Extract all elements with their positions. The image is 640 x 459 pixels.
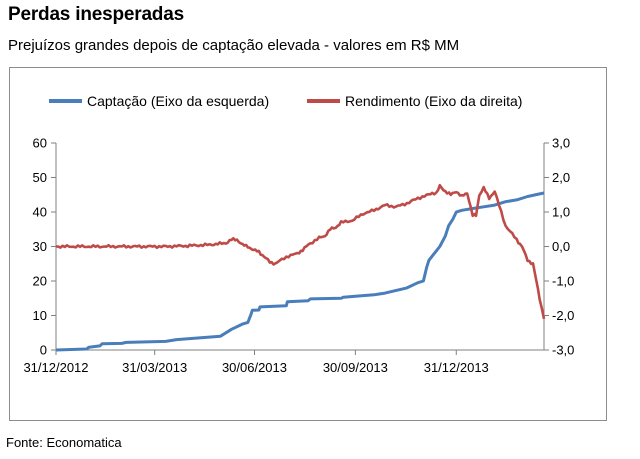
page-subtitle: Prejuízos grandes depois de captação ele… <box>8 37 460 54</box>
series-line-rendimento <box>55 183 546 320</box>
left-tick-label: 50 <box>33 170 47 185</box>
right-tick-label: -2,0 <box>552 308 574 323</box>
left-tick-label: 40 <box>33 205 47 220</box>
x-tick-label: 30/06/2013 <box>222 360 287 375</box>
legend-label-captacao: Captação (Eixo da esquerda) <box>87 93 269 109</box>
legend-label-rendimento: Rendimento (Eixo da direita) <box>345 93 522 109</box>
x-tick-label: 31/03/2013 <box>122 360 187 375</box>
right-tick-label: 0,0 <box>552 239 570 254</box>
left-tick-label: 60 <box>33 136 47 151</box>
x-tick-label: 31/12/2013 <box>424 360 489 375</box>
right-tick-label: 2,0 <box>552 170 570 185</box>
source-note: Fonte: Economatica <box>6 435 122 450</box>
left-tick-label: 0 <box>40 343 47 358</box>
page-title: Perdas inesperadas <box>8 4 184 25</box>
series-line-captacao <box>55 191 545 352</box>
right-tick-label: 1,0 <box>552 205 570 220</box>
right-tick-label: -1,0 <box>552 274 574 289</box>
left-tick-label: 10 <box>33 308 47 323</box>
left-tick-label: 30 <box>33 239 47 254</box>
chart-axes <box>51 142 549 355</box>
right-tick-label: -3,0 <box>552 343 574 358</box>
x-tick-label: 31/12/2012 <box>23 360 88 375</box>
left-tick-label: 20 <box>33 274 47 289</box>
chart-series <box>55 183 546 352</box>
right-tick-label: 3,0 <box>552 136 570 151</box>
tick-labels: 0 10 20 30 40 50 60 -3,0 -2,0 -1,0 0,0 1,0 2,0 3,0 31/… <box>23 136 574 376</box>
chart-legend: Captação (Eixo da esquerda) Rendimento (… <box>49 93 522 109</box>
x-tick-label: 30/09/2013 <box>323 360 388 375</box>
